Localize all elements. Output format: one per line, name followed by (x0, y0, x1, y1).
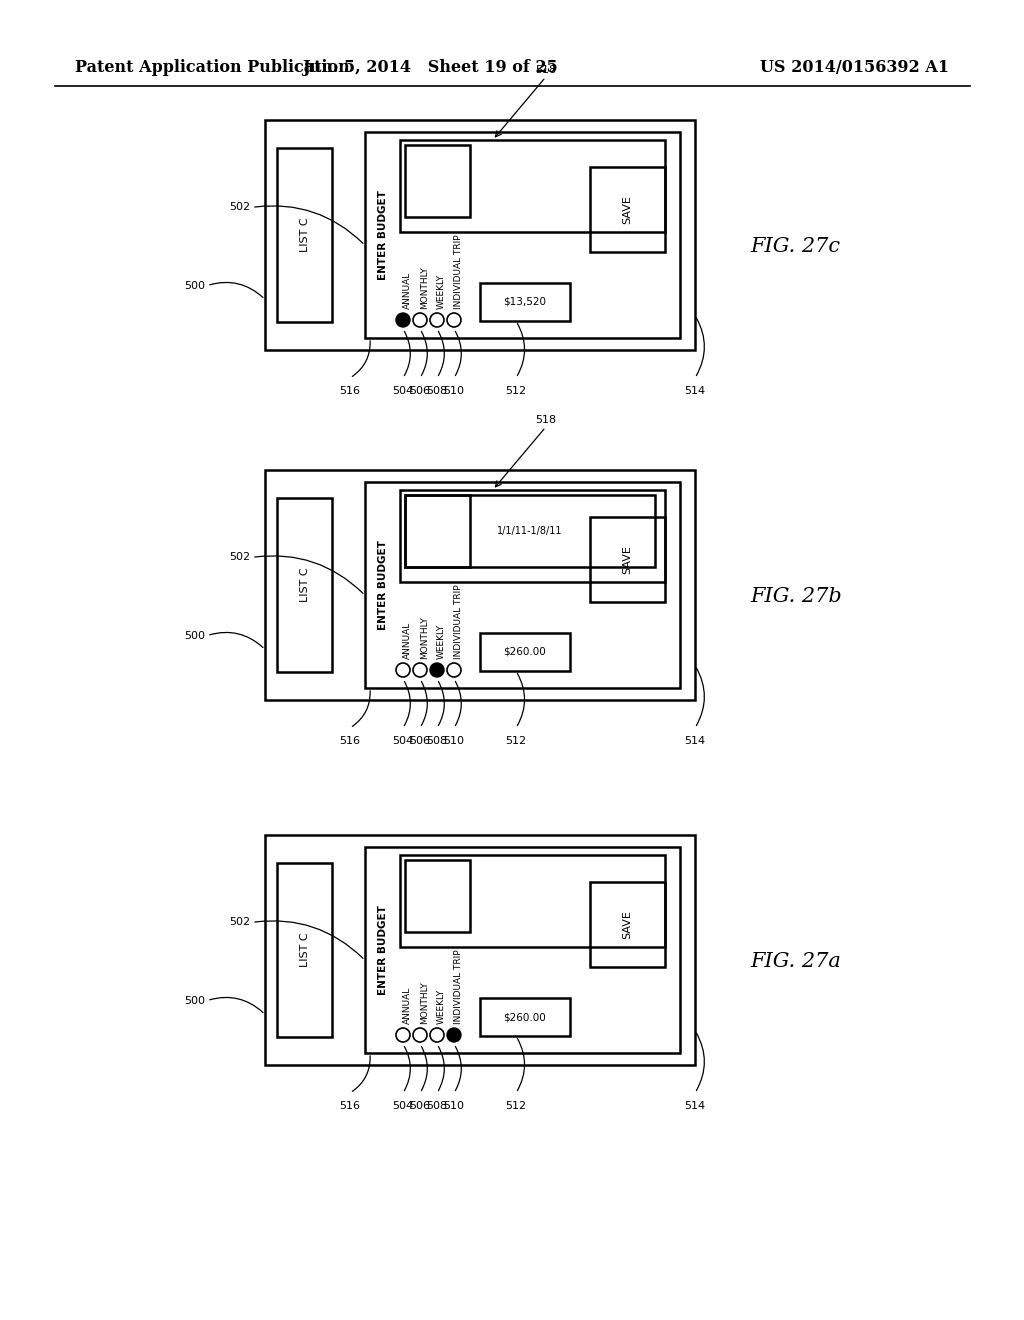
Text: 514: 514 (684, 737, 706, 746)
Text: $13,520: $13,520 (504, 297, 547, 308)
Bar (400, 140, 665, 232)
Text: 506: 506 (410, 737, 430, 746)
Circle shape (447, 1028, 461, 1041)
Text: US 2014/0156392 A1: US 2014/0156392 A1 (760, 59, 949, 77)
Text: SAVE: SAVE (623, 909, 633, 939)
Bar (365, 482, 680, 688)
Text: ANNUAL: ANNUAL (403, 272, 412, 309)
Bar (480, 282, 570, 321)
Bar (406, 495, 470, 568)
Text: 516: 516 (340, 1101, 360, 1111)
Text: 508: 508 (426, 1101, 447, 1111)
Text: LIST C: LIST C (299, 568, 309, 602)
Bar (590, 882, 665, 968)
Bar (265, 836, 695, 1065)
Text: 500: 500 (184, 281, 205, 290)
Bar (265, 120, 695, 350)
Text: WEEKLY: WEEKLY (437, 989, 446, 1024)
Text: 510: 510 (443, 737, 465, 746)
Circle shape (430, 663, 444, 677)
Bar (400, 490, 665, 582)
Text: INDIVIDUAL TRIP: INDIVIDUAL TRIP (454, 585, 463, 659)
Text: MONTHLY: MONTHLY (420, 267, 429, 309)
Text: 504: 504 (392, 737, 414, 746)
Text: 1/1/11-1/8/11: 1/1/11-1/8/11 (498, 525, 563, 536)
Text: WEEKLY: WEEKLY (437, 273, 446, 309)
Text: ENTER BUDGET: ENTER BUDGET (378, 906, 388, 995)
Text: SAVE: SAVE (623, 545, 633, 574)
Text: 506: 506 (410, 1101, 430, 1111)
Bar (590, 517, 665, 602)
Bar (590, 168, 665, 252)
Text: 514: 514 (684, 1101, 706, 1111)
Text: 518: 518 (536, 414, 556, 425)
Text: 504: 504 (392, 385, 414, 396)
Text: ENTER BUDGET: ENTER BUDGET (378, 540, 388, 630)
Text: LIST C: LIST C (299, 218, 309, 252)
Text: 508: 508 (426, 385, 447, 396)
Text: MONTHLY: MONTHLY (420, 616, 429, 659)
Text: FIG. 27b: FIG. 27b (750, 587, 842, 606)
Text: MONTHLY: MONTHLY (420, 981, 429, 1024)
Bar (406, 495, 655, 568)
Text: 514: 514 (684, 385, 706, 396)
Bar (278, 863, 332, 1038)
Bar (278, 148, 332, 322)
Bar (400, 855, 665, 946)
Text: 502: 502 (229, 552, 250, 562)
Text: 504: 504 (392, 1101, 414, 1111)
Text: LIST C: LIST C (299, 933, 309, 968)
Text: ENTER BUDGET: ENTER BUDGET (378, 190, 388, 280)
Text: INDIVIDUAL TRIP: INDIVIDUAL TRIP (454, 235, 463, 309)
Text: 512: 512 (506, 1101, 526, 1111)
Bar (265, 470, 695, 700)
Text: $260.00: $260.00 (504, 1012, 547, 1022)
Bar (406, 861, 470, 932)
Text: Jun. 5, 2014   Sheet 19 of 25: Jun. 5, 2014 Sheet 19 of 25 (302, 59, 558, 77)
Text: 510: 510 (443, 1101, 465, 1111)
Bar (365, 132, 680, 338)
Text: 516: 516 (340, 737, 360, 746)
Text: WEEKLY: WEEKLY (437, 624, 446, 659)
Text: 508: 508 (426, 737, 447, 746)
Text: 502: 502 (229, 202, 250, 213)
Text: 518: 518 (536, 65, 556, 75)
Text: INDIVIDUAL TRIP: INDIVIDUAL TRIP (454, 949, 463, 1024)
Text: 500: 500 (184, 631, 205, 640)
Text: FIG. 27c: FIG. 27c (750, 238, 840, 256)
Text: Patent Application Publication: Patent Application Publication (75, 59, 350, 77)
Text: ANNUAL: ANNUAL (403, 987, 412, 1024)
Text: 512: 512 (506, 385, 526, 396)
Bar (406, 145, 470, 216)
Text: FIG. 27a: FIG. 27a (750, 952, 841, 972)
Circle shape (396, 313, 410, 327)
Text: 516: 516 (340, 385, 360, 396)
Bar (278, 498, 332, 672)
Text: 502: 502 (229, 917, 250, 928)
Text: 506: 506 (410, 385, 430, 396)
Text: SAVE: SAVE (623, 195, 633, 224)
Text: 500: 500 (184, 995, 205, 1006)
Bar (480, 634, 570, 671)
Text: 510: 510 (443, 385, 465, 396)
Bar (480, 998, 570, 1036)
Text: $260.00: $260.00 (504, 647, 547, 657)
Text: 512: 512 (506, 737, 526, 746)
Text: ANNUAL: ANNUAL (403, 622, 412, 659)
Bar (365, 847, 680, 1053)
